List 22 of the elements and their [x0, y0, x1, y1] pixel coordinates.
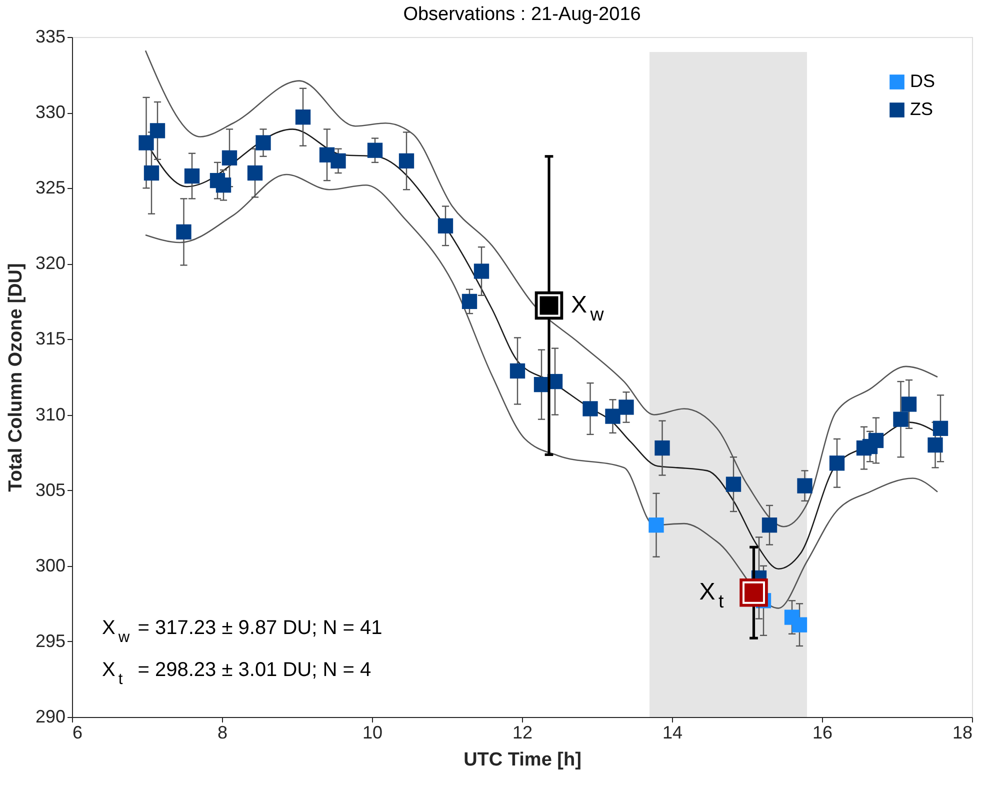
y-tick-label: 320 [35, 253, 66, 274]
x-tick-label: 10 [362, 722, 383, 742]
x-tick-label: 12 [512, 722, 533, 742]
x-axis-title: UTC Time [h] [464, 750, 582, 770]
legend-label: ZS [910, 99, 934, 119]
y-tick-label: 295 [35, 630, 66, 651]
x-tick-label: 18 [952, 722, 972, 742]
x-tick-label: 8 [217, 722, 228, 742]
y-tick-label: 335 [35, 26, 66, 46]
x-tick-label: 14 [662, 722, 683, 742]
y-tick-label: 315 [35, 328, 66, 349]
legend-label: DS [910, 71, 936, 91]
y-axis-title: Total Column Ozone [DU] [5, 263, 26, 492]
chart-title: Observations : 21-Aug-2016 [403, 4, 641, 25]
x-tick-label: 6 [72, 722, 83, 742]
y-tick-label: 325 [35, 178, 66, 198]
y-tick-label: 305 [35, 480, 66, 500]
y-tick-label: 300 [35, 555, 66, 576]
y-tick-label: 330 [35, 102, 66, 122]
x-tick-label: 16 [812, 722, 833, 742]
y-tick-label: 310 [35, 404, 66, 424]
y-tick-label: 290 [35, 706, 66, 726]
